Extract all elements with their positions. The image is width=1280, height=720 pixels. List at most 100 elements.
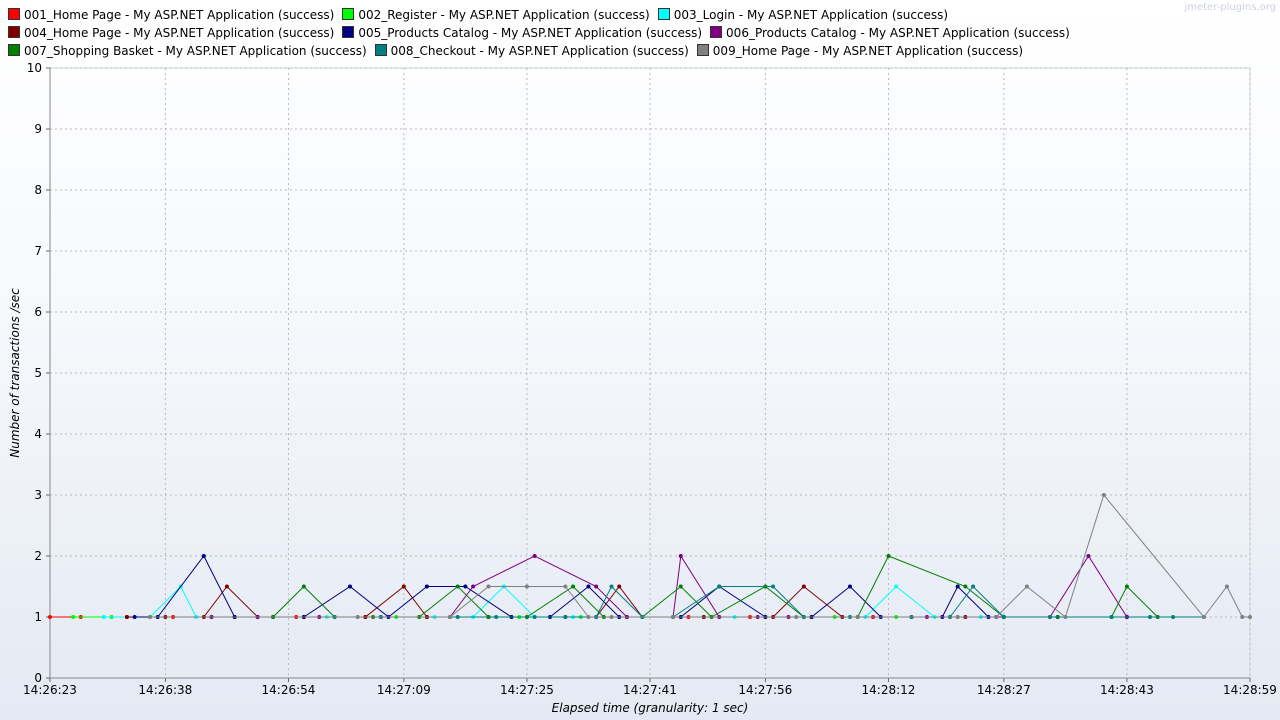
data-point bbox=[855, 615, 860, 619]
data-point bbox=[886, 554, 891, 558]
y-tick-label: 1 bbox=[34, 610, 42, 624]
x-tick-label: 14:27:25 bbox=[500, 683, 554, 697]
y-tick-label: 5 bbox=[34, 366, 42, 380]
chart-legend: 001_Home Page - My ASP.NET Application (… bbox=[8, 6, 1258, 60]
legend-item: 003_Login - My ASP.NET Application (succ… bbox=[657, 6, 949, 24]
data-point bbox=[494, 615, 499, 619]
data-point bbox=[348, 584, 352, 589]
legend-swatch bbox=[342, 26, 355, 38]
data-point bbox=[1024, 584, 1029, 589]
data-point bbox=[586, 584, 591, 589]
series-4 bbox=[124, 584, 1006, 619]
data-point bbox=[586, 615, 591, 619]
data-point bbox=[1171, 615, 1176, 619]
data-point bbox=[448, 615, 452, 619]
data-point bbox=[424, 584, 429, 589]
legend-item: 008_Checkout - My ASP.NET Application (s… bbox=[374, 42, 689, 60]
x-tick-label: 14:27:09 bbox=[377, 683, 431, 697]
data-point bbox=[1124, 584, 1129, 589]
series-line bbox=[103, 585, 981, 618]
data-point bbox=[955, 615, 960, 619]
data-point bbox=[48, 615, 52, 619]
legend-swatch bbox=[342, 8, 355, 20]
data-point bbox=[771, 584, 776, 589]
y-tick-label: 0 bbox=[34, 671, 42, 685]
x-tick-label: 14:28:43 bbox=[1100, 683, 1154, 697]
data-point bbox=[1001, 615, 1006, 619]
data-point bbox=[524, 584, 529, 589]
data-point bbox=[994, 615, 999, 619]
x-tick-label: 14:26:38 bbox=[138, 683, 192, 697]
y-tick-label: 6 bbox=[34, 305, 42, 319]
series-line bbox=[150, 493, 1250, 618]
y-tick-label: 8 bbox=[34, 183, 42, 197]
legend-item: 007_Shopping Basket - My ASP.NET Applica… bbox=[8, 42, 367, 60]
y-tick-label: 10 bbox=[27, 61, 42, 75]
data-point bbox=[532, 615, 537, 619]
data-point bbox=[463, 584, 468, 589]
x-axis-title: Elapsed time (granularity: 1 sec) bbox=[552, 701, 749, 715]
x-tick-label: 14:26:54 bbox=[262, 683, 316, 697]
legend-label: 009_Home Page - My ASP.NET Application (… bbox=[712, 44, 1024, 58]
data-point bbox=[301, 584, 306, 589]
legend-label: 003_Login - My ASP.NET Application (succ… bbox=[673, 8, 949, 22]
x-tick-label: 14:28:59 bbox=[1223, 683, 1277, 697]
x-tick-label: 14:26:23 bbox=[23, 683, 77, 697]
data-point bbox=[455, 615, 460, 619]
y-axis-title: Number of transactions /sec bbox=[8, 288, 22, 458]
data-point bbox=[617, 584, 622, 589]
legend-swatch bbox=[8, 44, 20, 56]
data-point bbox=[71, 615, 76, 619]
data-point bbox=[563, 584, 568, 589]
data-point bbox=[594, 584, 599, 589]
data-point bbox=[1248, 615, 1252, 619]
data-point bbox=[671, 615, 676, 619]
legend-label: 007_Shopping Basket - My ASP.NET Applica… bbox=[24, 44, 367, 58]
legend-label: 002_Register - My ASP.NET Application (s… bbox=[358, 8, 650, 22]
y-tick-label: 9 bbox=[34, 122, 42, 136]
data-point bbox=[563, 615, 568, 619]
data-point bbox=[1063, 615, 1068, 619]
data-point bbox=[201, 554, 206, 558]
legend-swatch bbox=[657, 8, 670, 20]
y-tick-label: 3 bbox=[34, 488, 42, 502]
legend-item: 009_Home Page - My ASP.NET Application (… bbox=[696, 42, 1024, 60]
data-point bbox=[955, 584, 960, 589]
legend-item: 005_Products Catalog - My ASP.NET Applic… bbox=[342, 24, 702, 42]
watermark: jmeter-plugins.org bbox=[1184, 2, 1276, 13]
data-point bbox=[609, 584, 614, 589]
data-point bbox=[1224, 584, 1229, 589]
legend-label: 001_Home Page - My ASP.NET Application (… bbox=[24, 8, 335, 22]
data-point bbox=[101, 615, 106, 619]
legend-label: 005_Products Catalog - My ASP.NET Applic… bbox=[358, 26, 703, 40]
data-point bbox=[801, 584, 806, 589]
series-6 bbox=[209, 554, 1129, 619]
data-point bbox=[401, 584, 406, 589]
data-point bbox=[471, 584, 476, 589]
data-point bbox=[894, 584, 899, 589]
series-layer bbox=[48, 493, 1252, 619]
data-point bbox=[571, 584, 576, 589]
data-point bbox=[794, 615, 799, 619]
data-point bbox=[1086, 554, 1091, 558]
legend-swatch bbox=[374, 44, 387, 56]
legend-label: 008_Checkout - My ASP.NET Application (s… bbox=[390, 44, 689, 58]
data-point bbox=[848, 584, 852, 589]
legend-item: 002_Register - My ASP.NET Application (s… bbox=[342, 6, 650, 24]
data-point bbox=[1101, 493, 1106, 497]
data-point bbox=[971, 584, 976, 589]
legend-label: 006_Products Catalog - My ASP.NET Applic… bbox=[726, 26, 1070, 40]
data-point bbox=[717, 584, 722, 589]
legend-swatch bbox=[8, 8, 20, 20]
grid-lines bbox=[49, 67, 1251, 679]
data-point bbox=[355, 615, 360, 619]
legend-swatch bbox=[8, 26, 20, 38]
legend-swatch bbox=[696, 44, 709, 56]
data-point bbox=[1109, 615, 1114, 619]
series-line bbox=[134, 555, 1127, 618]
x-tick-label: 14:27:56 bbox=[738, 683, 792, 697]
data-point bbox=[963, 584, 968, 589]
legend-label: 004_Home Page - My ASP.NET Application (… bbox=[24, 26, 335, 40]
data-point bbox=[1240, 615, 1245, 619]
